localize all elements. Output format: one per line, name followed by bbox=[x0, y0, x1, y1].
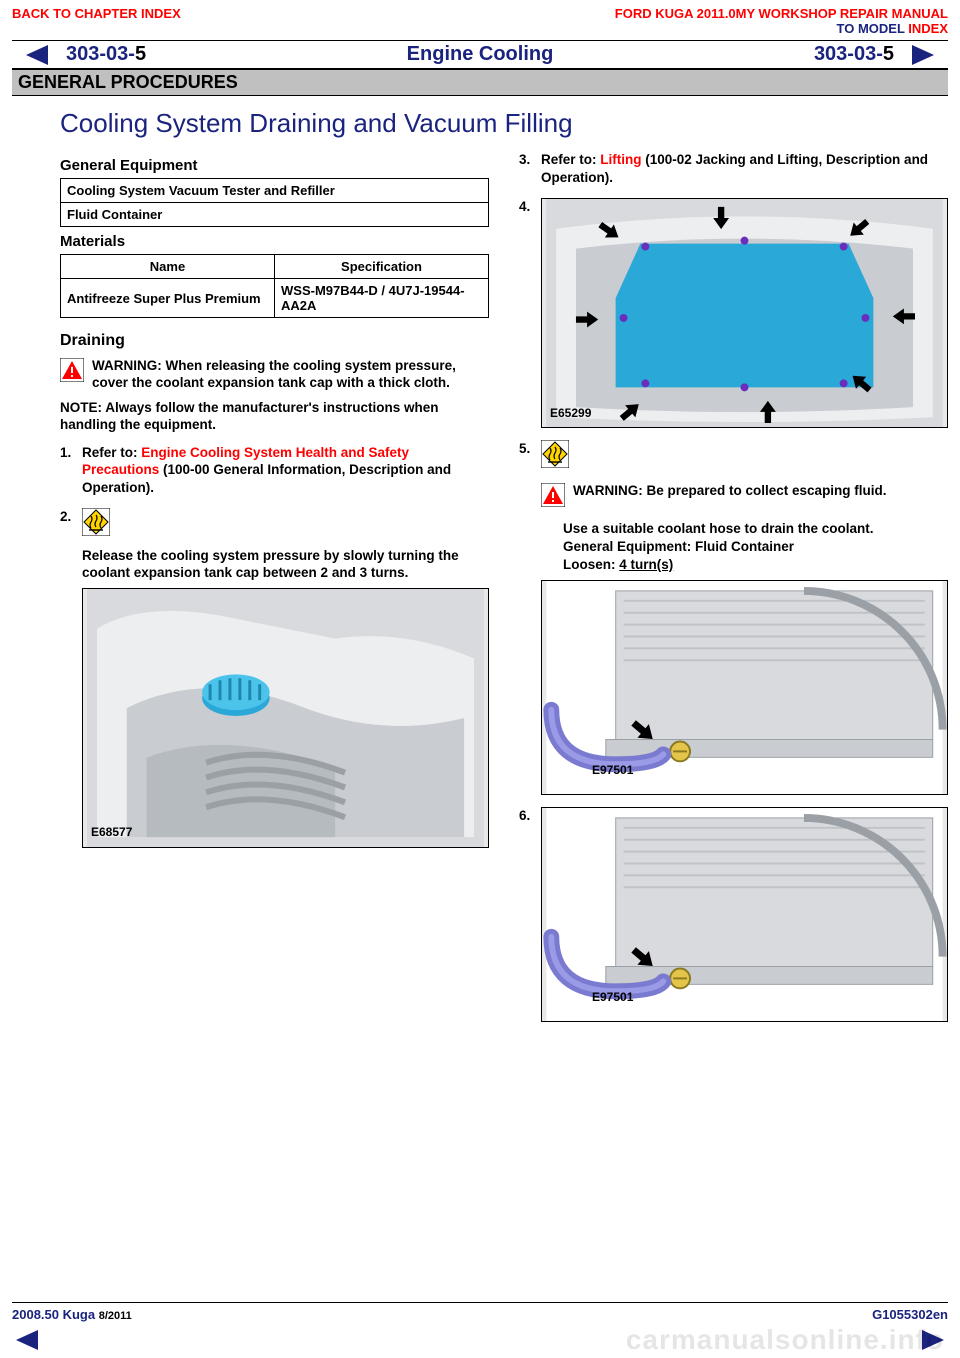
step5-loosen-value: 4 turn(s) bbox=[619, 557, 673, 572]
materials-col-name: Name bbox=[61, 255, 275, 279]
step-3: Refer to: Lifting (100-02 Jacking and Li… bbox=[519, 151, 948, 186]
bottom-prev-icon[interactable] bbox=[12, 1328, 40, 1352]
materials-name: Antifreeze Super Plus Premium bbox=[61, 279, 275, 318]
warning-text: WARNING: Be prepared to collect escaping… bbox=[573, 483, 948, 512]
section-header: 303-03-5 Engine Cooling 303-03-5 bbox=[12, 40, 948, 69]
warning-block: WARNING: Be prepared to collect escaping… bbox=[541, 483, 948, 512]
figure-label: E68577 bbox=[91, 825, 132, 841]
materials-table: Name Specification Antifreeze Super Plus… bbox=[60, 254, 489, 318]
figure-undershield: E65299 bbox=[541, 198, 948, 428]
draining-heading: Draining bbox=[60, 332, 489, 350]
hot-surface-icon bbox=[82, 508, 110, 541]
step5-line2: General Equipment: Fluid Container bbox=[563, 538, 948, 556]
watermark: carmanualsonline.info bbox=[626, 1324, 944, 1356]
steps-right: Refer to: Lifting (100-02 Jacking and Li… bbox=[519, 151, 948, 1022]
section-num-right: 303-03-5 bbox=[814, 43, 894, 66]
top-right-block: FORD KUGA 2011.0MY WORKSHOP REPAIR MANUA… bbox=[615, 6, 948, 36]
note-text: NOTE: Always follow the manufacturer's i… bbox=[60, 400, 489, 434]
content-columns: General Equipment Cooling System Vacuum … bbox=[60, 151, 948, 1034]
figure-drain-hose-1: E97501 bbox=[541, 580, 948, 795]
step5-line3: Loosen: 4 turn(s) bbox=[563, 556, 948, 574]
equipment-heading: General Equipment bbox=[60, 157, 489, 174]
equipment-table: Cooling System Vacuum Tester and Refille… bbox=[60, 178, 489, 227]
warning-text: WARNING: When releasing the cooling syst… bbox=[92, 358, 489, 392]
steps-left: Refer to: Engine Cooling System Health a… bbox=[60, 444, 489, 848]
step5-line1: Use a suitable coolant hose to drain the… bbox=[563, 520, 948, 538]
footer-left: 2008.50 Kuga 8/2011 bbox=[12, 1307, 132, 1322]
equipment-cell: Fluid Container bbox=[61, 203, 489, 227]
model-index-prefix: TO MODEL bbox=[837, 21, 909, 36]
prev-page-icon[interactable] bbox=[22, 43, 50, 67]
back-to-chapter-link[interactable]: BACK TO CHAPTER INDEX bbox=[12, 6, 181, 36]
materials-spec: WSS-M97B44-D / 4U7J-19544-AA2A bbox=[275, 279, 489, 318]
section-prefix-right: 303-03- bbox=[814, 43, 883, 65]
step-2: Release the cooling system pressure by s… bbox=[60, 508, 489, 848]
header-next-cell bbox=[900, 41, 948, 68]
section-suffix-right: 5 bbox=[883, 43, 894, 65]
next-page-icon[interactable] bbox=[910, 43, 938, 67]
warning-icon bbox=[60, 358, 84, 392]
figure-drain-hose-2: E97501 bbox=[541, 807, 948, 1022]
step3-prefix: Refer to: bbox=[541, 152, 600, 167]
step1-prefix: Refer to: bbox=[82, 445, 141, 460]
figure-label: E97501 bbox=[592, 763, 633, 779]
figure-label: E65299 bbox=[550, 406, 591, 422]
equipment-cell: Cooling System Vacuum Tester and Refille… bbox=[61, 179, 489, 203]
warning-icon bbox=[541, 483, 565, 512]
table-row: Name Specification bbox=[61, 255, 489, 279]
page-title: Cooling System Draining and Vacuum Filli… bbox=[60, 108, 948, 139]
section-prefix-left: 303-03- bbox=[66, 43, 135, 65]
step5-loosen-label: Loosen: bbox=[563, 557, 619, 572]
table-row: Antifreeze Super Plus Premium WSS-M97B44… bbox=[61, 279, 489, 318]
footer-model: 2008.50 Kuga bbox=[12, 1307, 95, 1322]
warning-block: WARNING: When releasing the cooling syst… bbox=[60, 358, 489, 392]
footer-code: G1055302en bbox=[872, 1307, 948, 1322]
section-num-left: 303-03-5 bbox=[66, 43, 146, 66]
header-prev-cell bbox=[12, 41, 60, 68]
step-4: E65299 bbox=[519, 198, 948, 428]
manual-title: FORD KUGA 2011.0MY WORKSHOP REPAIR MANUA… bbox=[615, 6, 948, 21]
top-bar: BACK TO CHAPTER INDEX FORD KUGA 2011.0MY… bbox=[0, 0, 960, 38]
materials-col-spec: Specification bbox=[275, 255, 489, 279]
left-column: General Equipment Cooling System Vacuum … bbox=[60, 151, 489, 1034]
model-index-link[interactable]: INDEX bbox=[908, 21, 948, 36]
procedure-bar: GENERAL PROCEDURES bbox=[12, 69, 948, 96]
model-index-line: TO MODEL INDEX bbox=[615, 21, 948, 36]
table-row: Cooling System Vacuum Tester and Refille… bbox=[61, 179, 489, 203]
step2-text: Release the cooling system pressure by s… bbox=[82, 547, 489, 582]
figure-label: E97501 bbox=[592, 990, 633, 1006]
step-5: WARNING: Be prepared to collect escaping… bbox=[519, 440, 948, 795]
footer-date: 8/2011 bbox=[99, 1310, 132, 1322]
step3-link[interactable]: Lifting bbox=[600, 152, 641, 167]
figure-engine-cap: E68577 bbox=[82, 588, 489, 848]
page-footer: 2008.50 Kuga 8/2011 G1055302en bbox=[12, 1302, 948, 1322]
section-title: Engine Cooling bbox=[407, 43, 554, 66]
header-text: 303-03-5 Engine Cooling 303-03-5 bbox=[60, 41, 900, 68]
section-suffix-left: 5 bbox=[135, 43, 146, 65]
right-column: Refer to: Lifting (100-02 Jacking and Li… bbox=[519, 151, 948, 1034]
materials-heading: Materials bbox=[60, 233, 489, 250]
step-1: Refer to: Engine Cooling System Health a… bbox=[60, 444, 489, 497]
hot-surface-icon bbox=[541, 440, 569, 473]
step-6: E97501 bbox=[519, 807, 948, 1022]
table-row: Fluid Container bbox=[61, 203, 489, 227]
